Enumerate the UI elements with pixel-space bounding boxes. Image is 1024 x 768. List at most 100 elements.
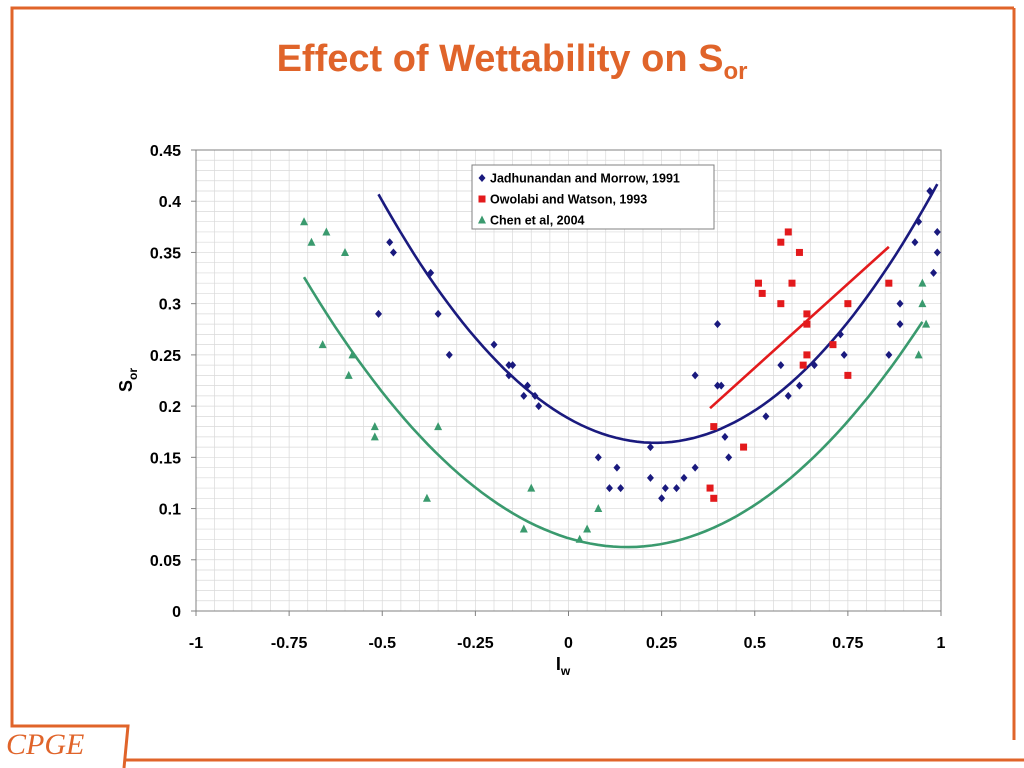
data-point [322, 227, 331, 236]
x-tick-label: -0.75 [271, 635, 308, 652]
legend-marker [478, 195, 486, 203]
x-tick-label: 0.25 [646, 635, 677, 652]
data-point [422, 493, 431, 502]
data-point [803, 351, 811, 359]
data-point [524, 381, 532, 390]
legend-label: Chen et al, 2004 [490, 214, 585, 228]
x-tick-label: 0.75 [832, 635, 863, 652]
data-point [307, 237, 316, 246]
data-point [810, 361, 818, 370]
data-point [434, 309, 442, 318]
data-point [784, 228, 792, 236]
data-point [575, 534, 584, 543]
data-point [691, 463, 699, 472]
data-point [348, 350, 357, 359]
y-tick-label: 0.25 [150, 348, 181, 365]
data-point [370, 422, 379, 431]
data-point [762, 412, 770, 421]
data-point [777, 238, 785, 246]
data-point [844, 300, 852, 308]
data-point [725, 453, 733, 462]
data-point [505, 371, 513, 380]
data-point [896, 299, 904, 308]
trendlines [302, 183, 939, 549]
x-tick-label: 0.5 [744, 635, 766, 652]
data-point [714, 320, 721, 329]
x-axis-title: Iw [556, 654, 571, 678]
data-point [583, 524, 592, 533]
data-point [844, 371, 852, 379]
x-tick-label: -0.25 [457, 635, 494, 652]
data-point [318, 340, 327, 349]
data-point [803, 310, 811, 318]
trendline [377, 183, 939, 445]
data-point [758, 289, 766, 297]
data-point [531, 391, 539, 400]
legend-marker [478, 174, 486, 182]
y-axis-title: Sor [116, 368, 140, 392]
data-point [605, 484, 613, 493]
data-point [490, 340, 498, 349]
x-tick-label: 0 [564, 635, 573, 652]
data-point [933, 227, 941, 236]
data-point [445, 350, 453, 359]
data-point [646, 473, 654, 482]
data-point [740, 443, 748, 451]
data-point [646, 443, 654, 452]
y-tick-label: 0.05 [150, 553, 181, 570]
data-point [911, 238, 919, 247]
data-point [777, 361, 785, 370]
data-point [710, 494, 718, 502]
data-point [777, 300, 785, 308]
data-point [370, 432, 379, 441]
y-tick-label: 0.1 [159, 502, 181, 519]
data-point [896, 320, 904, 329]
legend-label: Owolabi and Watson, 1993 [490, 193, 647, 207]
data-point [717, 381, 725, 390]
data-point [344, 370, 353, 379]
data-point [799, 361, 807, 369]
data-point [914, 350, 923, 359]
data-point [933, 248, 941, 257]
data-point [505, 361, 513, 370]
data-point [710, 423, 718, 431]
x-tick-label: -0.5 [368, 635, 396, 652]
data-point [300, 217, 309, 226]
slide-title: Effect of Wettability on Sor [0, 38, 1024, 86]
data-point [594, 504, 603, 513]
data-point [680, 473, 688, 482]
data-point [535, 402, 543, 411]
x-tick-label: -1 [189, 635, 203, 652]
data-point [840, 350, 848, 359]
data-point [375, 309, 383, 318]
trendline [302, 276, 924, 549]
cpge-logo: CPGE [6, 728, 85, 761]
legend-label: Jadhunandan and Morrow, 1991 [490, 172, 680, 186]
data-point [926, 186, 934, 195]
data-point [885, 279, 893, 287]
data-point [836, 330, 844, 339]
data-point [389, 248, 397, 257]
data-point [885, 350, 893, 359]
y-tick-label: 0.35 [150, 245, 181, 262]
data-point [795, 248, 803, 256]
y-tick-label: 0.3 [159, 297, 181, 314]
axis-ticks: -1 -0.75 -0.5 -0.25 0 0.25 0.5 0.75 1 0 0.05 0.1 0.1… [150, 143, 946, 652]
x-tick-label: 1 [937, 635, 946, 652]
data-point [714, 381, 721, 390]
data-point [754, 279, 762, 287]
data-point [918, 299, 927, 308]
data-point [527, 483, 536, 492]
y-tick-label: 0.15 [150, 450, 181, 467]
grid-lines [196, 150, 941, 611]
data-point [658, 494, 666, 503]
data-points [300, 186, 941, 543]
data-point [915, 217, 923, 226]
y-tick-label: 0.45 [150, 143, 181, 160]
data-point [788, 279, 796, 287]
data-point [434, 422, 443, 431]
data-point [617, 484, 625, 493]
data-point [661, 484, 669, 493]
